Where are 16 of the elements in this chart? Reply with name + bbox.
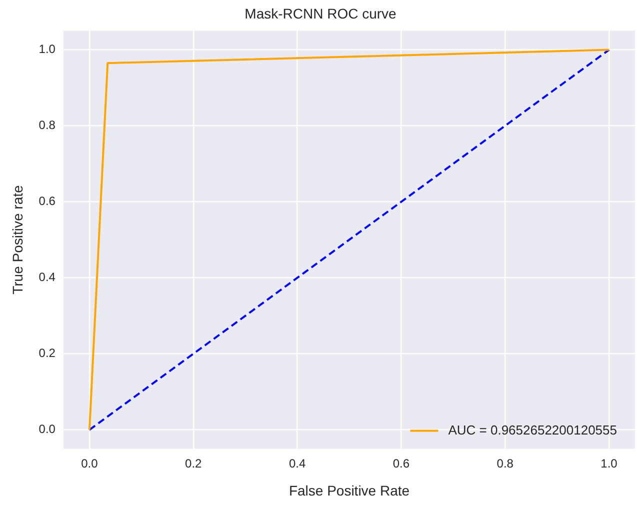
- x-tick-label: 0.0: [81, 456, 98, 470]
- y-axis-title: True Positive rate: [9, 184, 26, 294]
- x-tick-label: 0.8: [496, 456, 514, 470]
- x-tick-label: 0.4: [288, 456, 306, 470]
- chart-title: Mask-RCNN ROC curve: [244, 5, 397, 22]
- y-tick-label: 1.0: [38, 42, 56, 56]
- y-tick-label: 0.4: [38, 270, 56, 284]
- y-tick-label: 0.8: [38, 118, 56, 132]
- y-tick-label: 0.0: [38, 422, 56, 436]
- x-tick-label: 1.0: [600, 456, 618, 470]
- x-tick-label: 0.2: [185, 456, 202, 470]
- legend-label: AUC = 0.9652652200120555: [448, 422, 618, 438]
- x-tick-label: 0.6: [392, 456, 410, 470]
- y-tick-label: 0.2: [38, 346, 56, 360]
- y-tick-label: 0.6: [38, 194, 56, 208]
- x-axis-title: False Positive Rate: [288, 482, 410, 498]
